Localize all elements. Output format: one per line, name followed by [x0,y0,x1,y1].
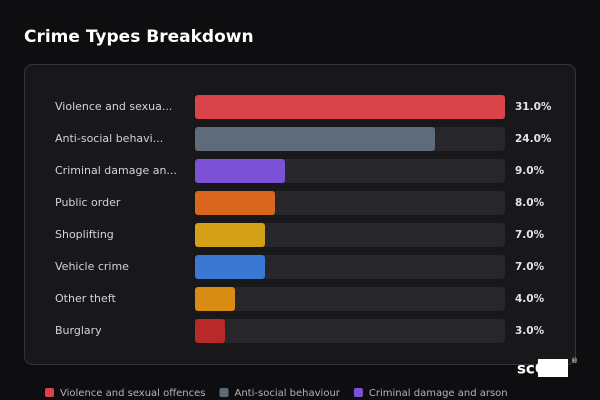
legend-swatch [353,388,363,397]
bar-track [195,255,505,279]
bar-track [195,319,505,343]
logo-box [538,359,568,377]
bar [195,319,225,343]
chart-title: Crime Types Breakdown [24,27,254,47]
value-label: 31.0% [515,101,552,113]
value-label: 8.0% [515,197,545,209]
logo: scOS [517,360,558,378]
bar [195,159,285,183]
value-label: 3.0% [515,325,545,337]
bar [195,223,265,247]
bar [195,287,235,311]
legend-label: Violence and sexual offences [60,388,206,399]
legend-label: Anti-social behaviour [235,388,341,399]
value-label: 7.0% [515,261,545,273]
category-label: Public order [55,196,121,209]
category-label: Shoplifting [55,228,114,241]
legend-swatch [219,388,229,397]
category-label: Violence and sexua... [55,100,172,113]
bar [195,127,435,151]
category-label: Vehicle crime [55,260,129,273]
category-label: Criminal damage an... [55,164,177,177]
bar-track [195,223,505,247]
category-label: Other theft [55,292,116,305]
bar [195,95,505,119]
bar [195,191,275,215]
category-label: Burglary [55,324,102,337]
logo-mark: ® [571,357,578,365]
value-label: 9.0% [515,165,545,177]
legend-swatch [45,388,54,397]
legend-label: Criminal damage and arson [369,388,508,399]
bar [195,255,265,279]
value-label: 24.0% [515,133,552,145]
category-label: Anti-social behavi... [55,132,163,145]
value-label: 7.0% [515,229,545,241]
value-label: 4.0% [515,293,545,305]
bar-track [195,287,505,311]
